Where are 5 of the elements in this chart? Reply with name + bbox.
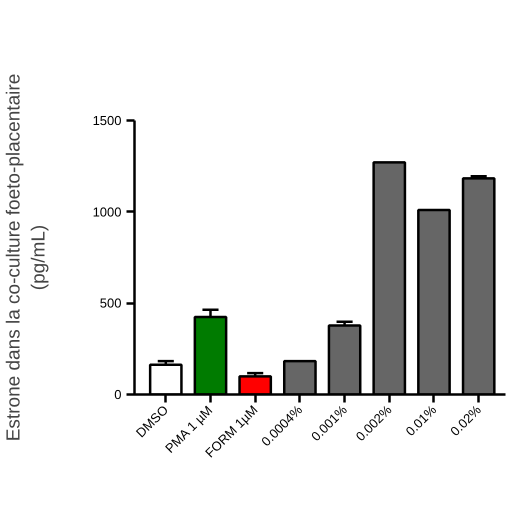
y-tick-label: 500: [100, 296, 122, 311]
y-axis-title: Estrone dans la co-culture foeto-placentaire (pg/mL): [3, 74, 50, 442]
y-tick-label: 0: [114, 387, 122, 402]
y-tick-label: 1500: [92, 113, 122, 128]
y-tick-label: 1000: [92, 204, 122, 220]
